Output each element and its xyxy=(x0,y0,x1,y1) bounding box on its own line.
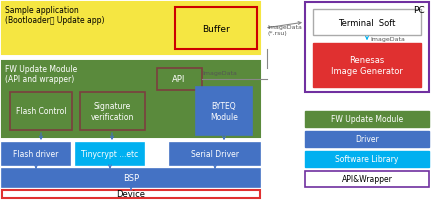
Text: FW Update Module: FW Update Module xyxy=(331,115,403,124)
FancyBboxPatch shape xyxy=(196,88,252,135)
Text: ImageData: ImageData xyxy=(267,24,302,29)
FancyBboxPatch shape xyxy=(175,8,257,50)
Text: Renesas
Image Generator: Renesas Image Generator xyxy=(331,56,403,75)
Text: API&Wrapper: API&Wrapper xyxy=(342,175,392,184)
FancyBboxPatch shape xyxy=(2,62,260,137)
Text: Flash Control: Flash Control xyxy=(16,107,66,116)
Text: BSP: BSP xyxy=(123,174,139,183)
Text: ImageData: ImageData xyxy=(202,71,237,76)
Text: API: API xyxy=(172,75,186,84)
FancyBboxPatch shape xyxy=(2,169,260,187)
FancyBboxPatch shape xyxy=(305,3,429,93)
FancyBboxPatch shape xyxy=(157,69,202,91)
Text: (*.rsu): (*.rsu) xyxy=(267,31,287,36)
FancyBboxPatch shape xyxy=(305,131,429,147)
Text: ImageData: ImageData xyxy=(370,37,405,42)
FancyBboxPatch shape xyxy=(10,93,72,130)
Text: FW Update Module
(API and wrapper): FW Update Module (API and wrapper) xyxy=(5,65,77,84)
FancyBboxPatch shape xyxy=(313,10,421,36)
FancyBboxPatch shape xyxy=(76,143,144,165)
Text: Serial Driver: Serial Driver xyxy=(191,150,239,159)
Text: Software Library: Software Library xyxy=(335,155,399,164)
Text: Driver: Driver xyxy=(355,135,379,144)
Text: Tinycrypt ...etc: Tinycrypt ...etc xyxy=(81,150,139,159)
FancyBboxPatch shape xyxy=(2,190,260,198)
FancyBboxPatch shape xyxy=(313,44,421,88)
Text: Signature
verification: Signature verification xyxy=(90,102,133,121)
Text: PC: PC xyxy=(413,6,425,15)
FancyBboxPatch shape xyxy=(305,111,429,127)
Text: BYTEQ
Module: BYTEQ Module xyxy=(210,102,238,121)
FancyBboxPatch shape xyxy=(305,171,429,187)
Text: Buffer: Buffer xyxy=(202,24,230,33)
FancyBboxPatch shape xyxy=(305,151,429,167)
Text: Flash driver: Flash driver xyxy=(13,150,59,159)
FancyBboxPatch shape xyxy=(2,143,70,165)
Text: Device: Device xyxy=(117,190,146,199)
FancyBboxPatch shape xyxy=(2,3,260,55)
FancyBboxPatch shape xyxy=(80,93,145,130)
FancyBboxPatch shape xyxy=(170,143,260,165)
Text: Terminal  Soft: Terminal Soft xyxy=(338,18,396,27)
Text: Sample application
(Bootloader， Update app): Sample application (Bootloader， Update a… xyxy=(5,6,105,25)
